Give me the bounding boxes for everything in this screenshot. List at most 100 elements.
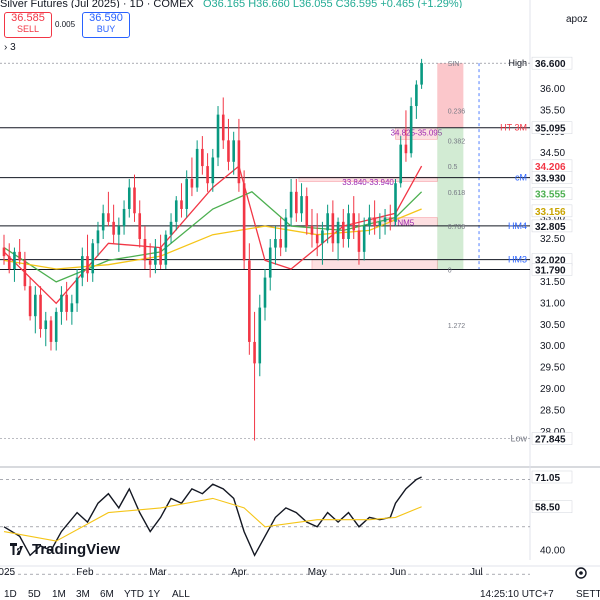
candle-body xyxy=(321,230,324,244)
candle-body xyxy=(362,226,366,252)
candle-body xyxy=(143,238,147,261)
candle-body xyxy=(404,144,408,154)
candle-body xyxy=(409,106,413,154)
price-label-box xyxy=(531,171,573,184)
candle-body xyxy=(347,213,350,239)
candle-body xyxy=(300,196,303,214)
fib-label: 0.382 xyxy=(448,138,466,145)
candle-body xyxy=(159,247,162,265)
candle-body xyxy=(138,213,142,239)
sell-label: SELL xyxy=(16,24,40,34)
price-label: 36.600 xyxy=(535,59,566,70)
candle-body xyxy=(420,63,423,85)
price-tick-label: 33.00 xyxy=(540,213,565,224)
symbol-header: Silver Futures (Jul 2025) · 1D · COMEX O… xyxy=(0,0,560,8)
fib-box-red xyxy=(437,63,464,128)
candle-body xyxy=(81,256,84,278)
range-button-all[interactable]: ALL xyxy=(172,589,190,600)
bottom-toolbar: 1D 5D 1M 3M 6M YTD 1Y ALL 14:25:10 UTC+7 SETT xyxy=(0,589,600,600)
sell-price: 36.585 xyxy=(11,12,45,24)
candle-body xyxy=(216,114,220,158)
candle-body xyxy=(206,166,209,184)
price-tick-label: 35.50 xyxy=(540,105,565,116)
candle-body xyxy=(289,191,293,218)
candle-body xyxy=(154,247,157,265)
range-button-6m[interactable]: 6M xyxy=(100,589,114,600)
range-button-ytd[interactable]: YTD xyxy=(124,589,144,600)
candle-body xyxy=(368,217,371,227)
range-button-5d[interactable]: 5D xyxy=(28,589,41,600)
settlement-toggle[interactable]: SETT xyxy=(576,589,600,600)
indicator-toggle[interactable]: › 3 xyxy=(4,42,16,53)
price-tick-label: 29.00 xyxy=(540,384,565,395)
rsi-tick-label: 40.00 xyxy=(540,546,565,557)
rsi-value-label: 71.05 xyxy=(535,473,560,484)
price-label-box xyxy=(531,56,573,70)
candle-body xyxy=(107,213,110,222)
candle-body xyxy=(253,341,256,364)
zones: 34.825-35.095 33.840-33.940 TNM5 xyxy=(298,63,480,270)
candle-body xyxy=(342,221,345,239)
sell-button[interactable]: 36.585 SELL xyxy=(4,12,52,38)
range-button-1m[interactable]: 1M xyxy=(52,589,66,600)
candle-body xyxy=(185,178,188,209)
price-tick-label: 31.00 xyxy=(540,298,565,309)
indicator-count: 3 xyxy=(10,42,16,53)
price-scale-mode[interactable]: apoz xyxy=(566,14,588,25)
candle-body xyxy=(122,208,126,227)
candle-body xyxy=(378,221,382,227)
candle-body xyxy=(394,183,397,222)
candle-body xyxy=(180,200,183,209)
candle-body xyxy=(60,294,63,312)
range-button-1y[interactable]: 1Y xyxy=(148,589,161,600)
rsi-line xyxy=(3,476,422,557)
time-tick-label: Mar xyxy=(149,567,167,578)
range-button-1d[interactable]: 1D xyxy=(4,589,17,600)
candle-body xyxy=(352,213,356,231)
candle-body xyxy=(357,230,361,252)
price-label-box xyxy=(531,187,573,200)
candle-body xyxy=(383,217,387,222)
price-label-box xyxy=(531,263,573,276)
logo-text: TradingView xyxy=(32,541,121,558)
candle-body xyxy=(331,213,335,244)
price-tick-label: 30.50 xyxy=(540,320,565,331)
price-label: 33.156 xyxy=(535,207,566,218)
candle-body xyxy=(263,277,267,308)
settings-gear-icon[interactable] xyxy=(574,566,588,580)
candle-body xyxy=(310,226,314,235)
fib-label: 0.5 xyxy=(448,164,458,171)
time-tick-label: May xyxy=(308,567,327,578)
buy-label: BUY xyxy=(96,24,116,34)
rsi-signal-line xyxy=(3,497,422,542)
candle-body xyxy=(148,260,152,265)
symbol-title[interactable]: Silver Futures (Jul 2025) · 1D · COMEX xyxy=(0,0,194,8)
fib-label: 0.786 xyxy=(448,224,466,231)
candle-body xyxy=(75,277,79,304)
price-tick-label: 30.00 xyxy=(540,341,565,352)
price-label-box xyxy=(531,432,573,445)
candle-body xyxy=(305,196,309,227)
candle-body xyxy=(39,294,42,330)
chevron-icon: › xyxy=(4,42,8,53)
range-button-3m[interactable]: 3M xyxy=(76,589,90,600)
zone-label: 33.840-33.940 xyxy=(342,178,394,187)
candle-body xyxy=(28,286,32,317)
price-label-box xyxy=(531,219,573,233)
candle-body xyxy=(232,140,235,162)
price-label: 34.206 xyxy=(535,162,566,173)
candle-body xyxy=(127,187,131,209)
price-tick-label: 36.00 xyxy=(540,84,565,95)
tradingview-logo[interactable]: TradingView xyxy=(10,541,120,558)
candle-body xyxy=(174,200,178,222)
zone-label: 34.825-35.095 xyxy=(391,129,443,138)
candle-body xyxy=(315,234,319,244)
rsi-label-box xyxy=(531,470,573,484)
candle-body xyxy=(279,238,282,248)
buy-button[interactable]: 36.590 BUY xyxy=(82,12,130,38)
price-label-box xyxy=(531,204,573,218)
candle-body xyxy=(34,294,37,317)
candle-body xyxy=(54,311,58,342)
level-label: HM3 xyxy=(508,255,527,265)
